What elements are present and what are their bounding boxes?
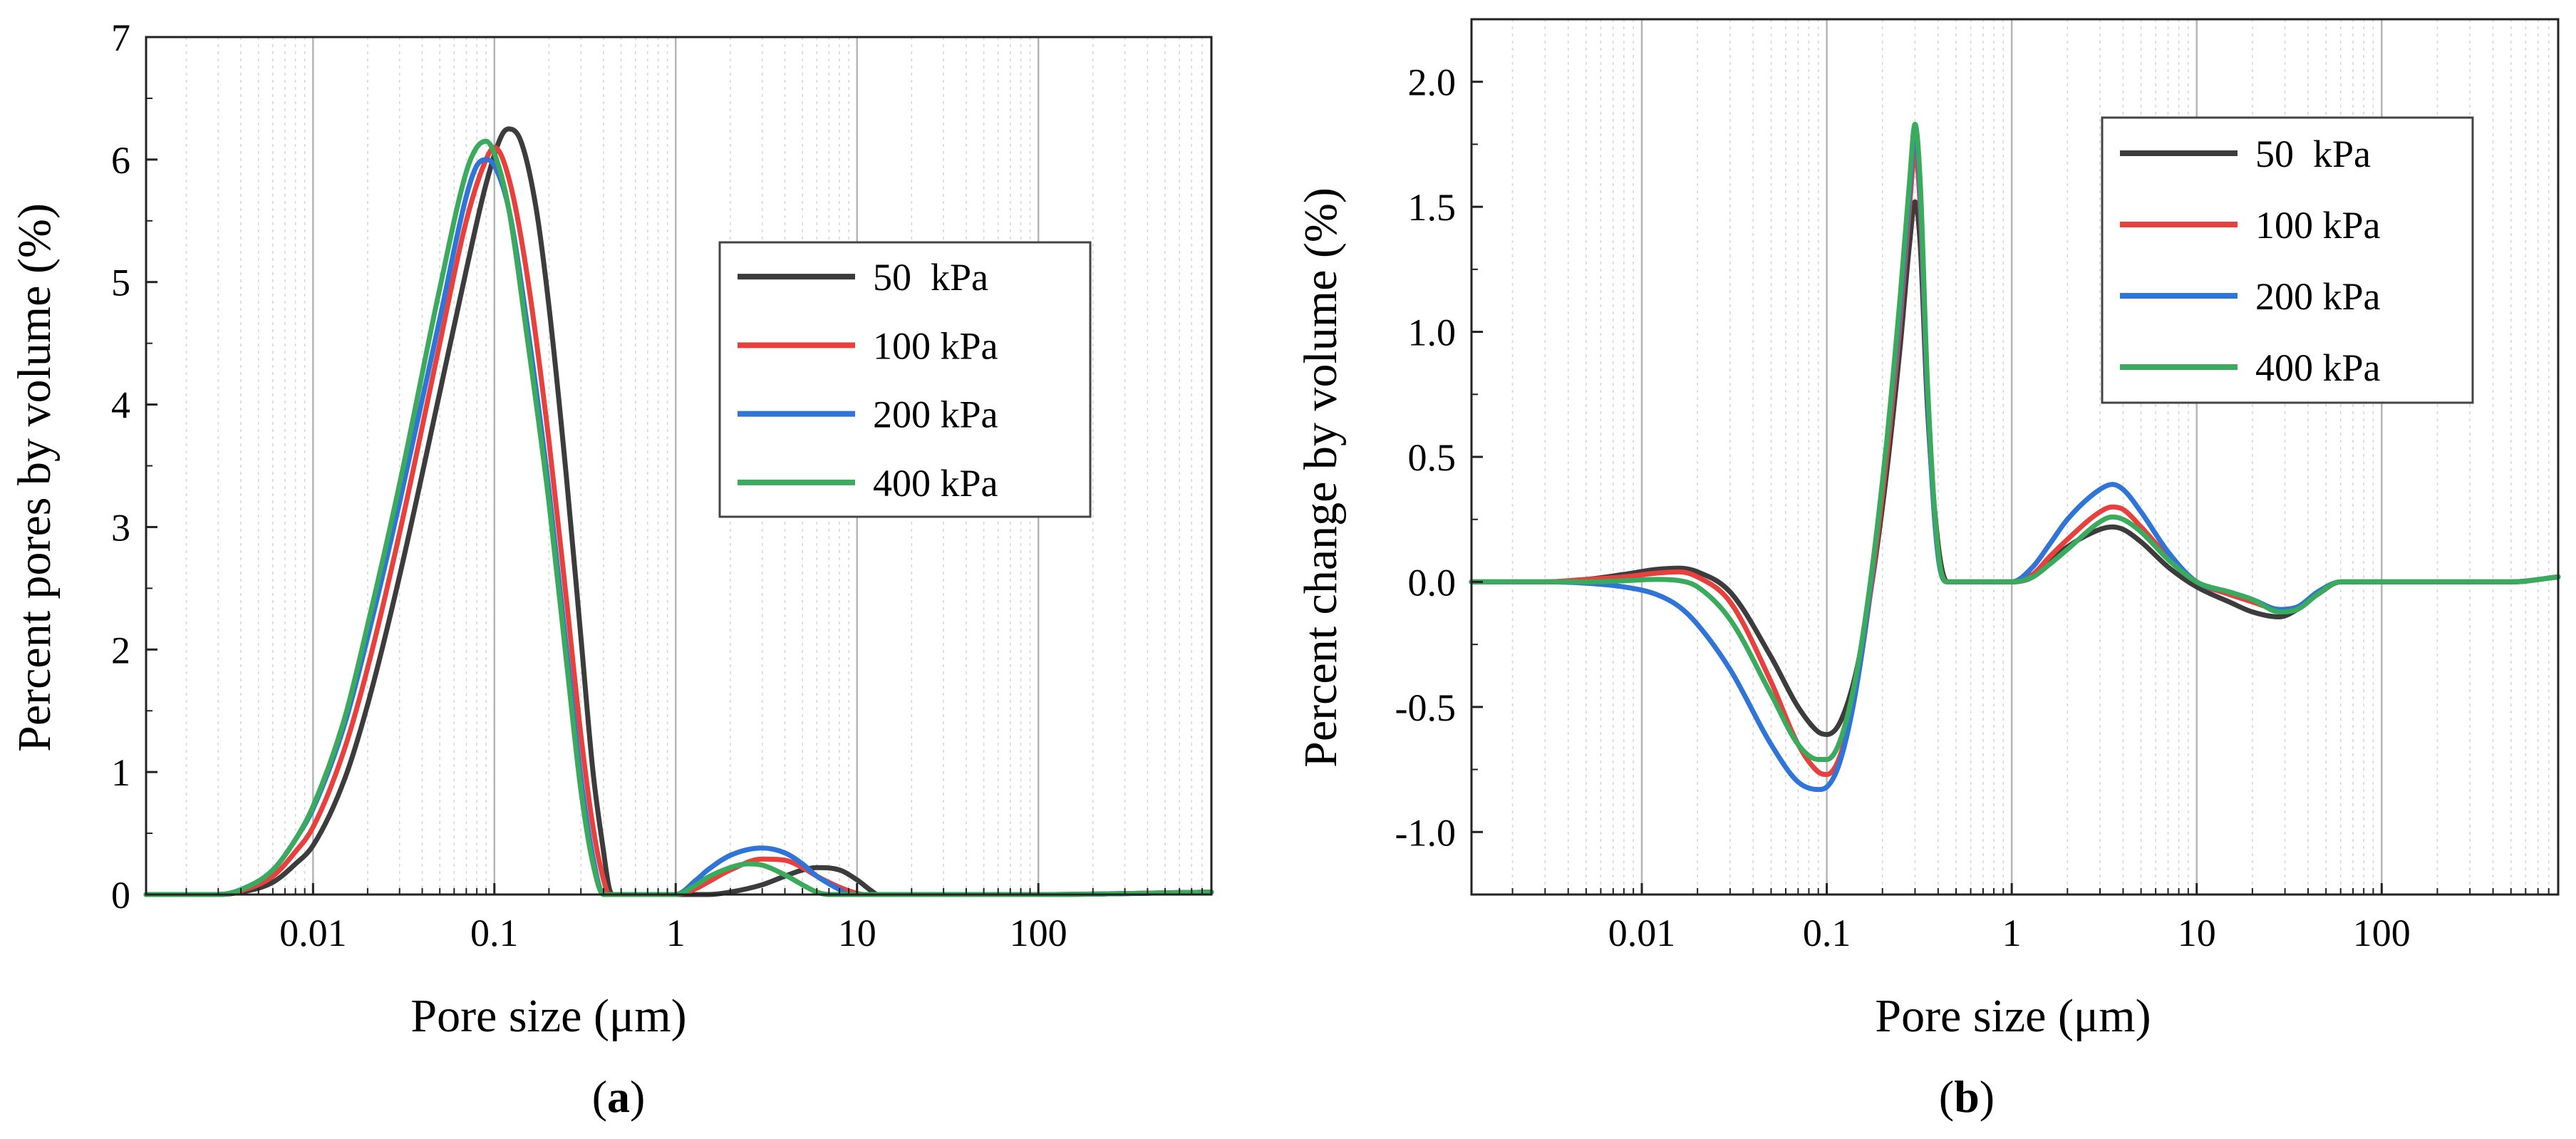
legend-label: 400 kPa	[2255, 346, 2381, 389]
legend-label: 50 kPa	[873, 256, 988, 299]
legend-label: 200 kPa	[2255, 275, 2381, 318]
y-tick-label: -0.5	[1395, 686, 1456, 729]
x-tick-label: 100	[1010, 912, 1067, 954]
panel-label-open-a: (	[592, 1071, 607, 1122]
y-ticks-b: -1.0 -0.5 0.0 0.5 1.0 1.5 2.0	[1395, 61, 1483, 854]
x-tick-label: 1	[666, 912, 686, 954]
x-axis-title-b: Pore size (μm)	[1875, 990, 2151, 1042]
x-tick-label: 1	[2002, 912, 2022, 954]
y-tick-label: 1.0	[1408, 311, 1457, 354]
x-tick-label: 10	[2178, 912, 2216, 954]
legend-label: 400 kPa	[873, 462, 998, 505]
x-ticks-b: 0.01 0.1 1 10 100	[1511, 883, 2550, 954]
series-lines-b	[1469, 121, 2561, 793]
y-tick-label: -1.0	[1395, 811, 1456, 854]
x-tick-label: 10	[838, 912, 876, 954]
y-tick-label: 4	[111, 384, 130, 427]
chart-panel-a: 0.01 0.1 1 10 100 0 1 2 3 4 5 6 7 Pore size (μm) Pe…	[9, 16, 1214, 1122]
x-axis-title-a: Pore size (μm)	[410, 990, 686, 1042]
y-tick-label: 0	[111, 874, 130, 917]
y-tick-label: 0.0	[1408, 561, 1457, 604]
legend-box	[2101, 116, 2474, 404]
x-tick-label: 100	[2353, 912, 2411, 954]
legend-label: 100 kPa	[873, 324, 998, 367]
series-line-400-kpa	[143, 138, 1214, 897]
panel-label-open-b: (	[1939, 1071, 1954, 1122]
y-tick-label: 5	[111, 262, 130, 304]
x-tick-label: 0.01	[1608, 912, 1676, 954]
y-tick-label: 3	[111, 506, 130, 549]
y-tick-label: 2.0	[1408, 61, 1457, 104]
series-line-50-kpa	[143, 126, 1214, 897]
panel-label-close-a: )	[630, 1071, 645, 1122]
y-tick-label: 0.5	[1408, 436, 1457, 479]
y-tick-label: 1	[111, 751, 130, 794]
legend-box	[718, 241, 1092, 518]
y-ticks-a: 0 1 2 3 4 5 6 7	[111, 16, 157, 917]
y-tick-label: 1.5	[1408, 186, 1457, 229]
legend-b: 50 kPa 100 kPa 200 kPa 400 kPa	[2101, 116, 2474, 404]
panel-label-letter-a: a	[607, 1071, 630, 1122]
y-tick-label: 2	[111, 629, 130, 671]
legend-label: 100 kPa	[2255, 204, 2381, 247]
panel-label-letter-b: b	[1954, 1071, 1980, 1122]
y-axis-title-b: Percent change by volume (%)	[1295, 187, 1347, 768]
x-tick-label: 0.01	[279, 912, 347, 954]
legend-label: 50 kPa	[2255, 133, 2371, 175]
series-lines-a	[143, 126, 1214, 897]
panel-label-a: (a)	[592, 1071, 646, 1122]
y-tick-label: 6	[111, 139, 130, 182]
legend-a: 50 kPa 100 kPa 200 kPa 400 kPa	[718, 241, 1092, 518]
series-line-400-kpa	[1469, 121, 2561, 762]
x-tick-label: 0.1	[470, 912, 519, 954]
chart-panel-b: 0.01 0.1 1 10 100 -1.0 -0.5 0.0 0.5 1.0 1.5 2.0 Po…	[1295, 18, 2561, 1122]
legend-label: 200 kPa	[873, 393, 998, 436]
x-ticks-a: 0.01 0.1 1 10 100	[185, 883, 1203, 954]
y-axis-title-a: Percent pores by volume (%)	[9, 203, 61, 752]
panel-label-close-b: )	[1980, 1071, 1995, 1122]
panel-label-b: (b)	[1939, 1071, 1995, 1122]
x-tick-label: 0.1	[1803, 912, 1851, 954]
y-tick-label: 7	[111, 16, 130, 59]
